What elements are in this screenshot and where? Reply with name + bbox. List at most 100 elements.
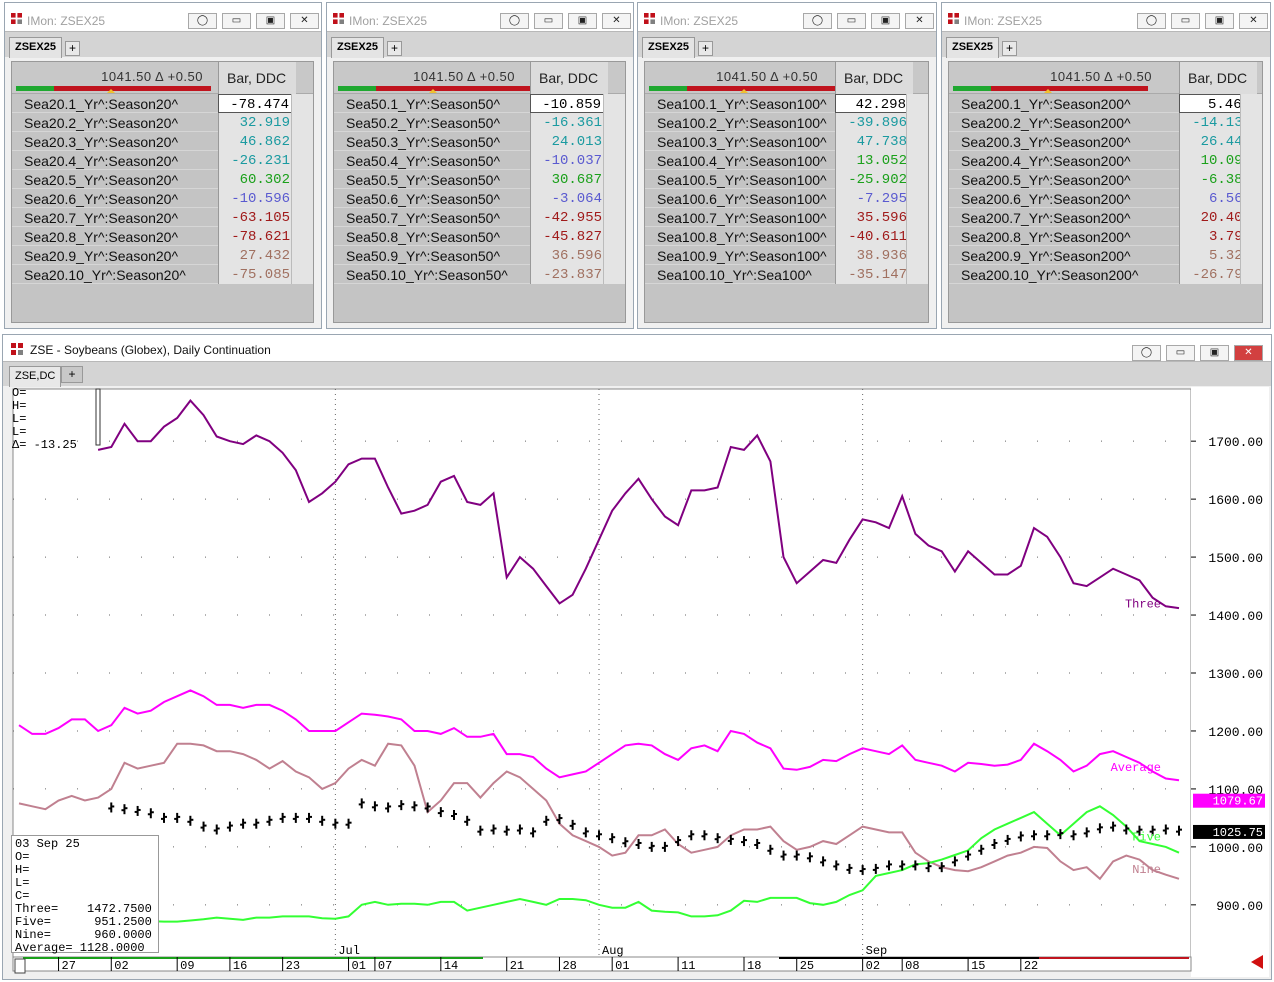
table-row[interactable]: Sea100.8_Yr^:Season100^ -40.611 — [645, 227, 928, 246]
table-row[interactable]: Sea200.7_Yr^:Season200^ 20.403 — [949, 208, 1262, 227]
row-value[interactable]: -78.474 — [218, 94, 296, 113]
table-row[interactable]: Sea100.5_Yr^:Season100^ -25.902 — [645, 170, 928, 189]
maximize-button[interactable]: ▣ — [871, 13, 900, 29]
table-row[interactable]: Sea20.6_Yr^:Season20^ -10.596 — [12, 189, 313, 208]
close-button[interactable]: ✕ — [1234, 345, 1263, 361]
table-row[interactable]: Sea200.2_Yr^:Season200^ -14.136 — [949, 113, 1262, 132]
chart-area[interactable]: 900.00 1000.00 1100.00 1200.00 1300.00 1400.0… — [9, 387, 1269, 977]
table-row[interactable]: Sea50.4_Yr^:Season50^ -10.037 — [334, 151, 625, 170]
row-value[interactable]: 32.919 — [218, 113, 296, 132]
row-value[interactable]: 27.432 — [218, 246, 296, 265]
row-value[interactable]: -16.361 — [530, 113, 608, 132]
row-value[interactable]: 13.052 — [835, 151, 913, 170]
add-tab-button[interactable]: + — [65, 41, 80, 56]
row-value[interactable]: -63.105 — [218, 208, 296, 227]
link-icon[interactable]: ◯ — [803, 13, 832, 29]
table-row[interactable]: Sea20.5_Yr^:Season20^ 60.302 — [12, 170, 313, 189]
column-header[interactable]: Bar, DDC — [835, 62, 913, 94]
table-row[interactable]: Sea200.6_Yr^:Season200^ 6.569 — [949, 189, 1262, 208]
row-value[interactable]: -3.064 — [530, 189, 608, 208]
table-row[interactable]: Sea100.7_Yr^:Season100^ 35.596 — [645, 208, 928, 227]
column-header[interactable]: Bar, DDC — [530, 62, 608, 94]
table-row[interactable]: Sea50.5_Yr^:Season50^ 30.687 — [334, 170, 625, 189]
table-row[interactable]: Sea200.5_Yr^:Season200^ -6.382 — [949, 170, 1262, 189]
row-value[interactable]: -45.827 — [530, 227, 608, 246]
minimize-button[interactable]: ▭ — [1171, 13, 1200, 29]
maximize-button[interactable]: ▣ — [568, 13, 597, 29]
row-value[interactable]: -10.859 — [530, 94, 608, 113]
row-value[interactable]: -26.792 — [1179, 265, 1257, 284]
table-row[interactable]: Sea20.1_Yr^:Season20^ -78.474 — [12, 94, 313, 113]
column-header[interactable]: Bar, DDC — [218, 62, 296, 94]
close-button[interactable]: ✕ — [602, 13, 631, 29]
table-row[interactable]: Sea20.3_Yr^:Season20^ 46.862 — [12, 132, 313, 151]
scroll-left-arrow-icon[interactable] — [1251, 955, 1263, 969]
table-row[interactable]: Sea50.8_Yr^:Season50^ -45.827 — [334, 227, 625, 246]
table-row[interactable]: Sea100.2_Yr^:Season100^ -39.896 — [645, 113, 928, 132]
table-row[interactable]: Sea100.10_Yr^:Sea100^ -35.147 — [645, 265, 928, 284]
row-value[interactable]: -26.231 — [218, 151, 296, 170]
link-icon[interactable]: ◯ — [1132, 345, 1161, 361]
row-value[interactable]: -25.902 — [835, 170, 913, 189]
tab-zsex25[interactable]: ZSEX25 — [9, 37, 62, 58]
row-value[interactable]: -6.382 — [1179, 170, 1257, 189]
table-row[interactable]: Sea200.10_Yr^:Season200^ -26.792 — [949, 265, 1262, 284]
row-value[interactable]: 30.687 — [530, 170, 608, 189]
table-row[interactable]: Sea100.6_Yr^:Season100^ -7.295 — [645, 189, 928, 208]
row-value[interactable]: 35.596 — [835, 208, 913, 227]
table-row[interactable]: Sea200.3_Yr^:Season200^ 26.447 — [949, 132, 1262, 151]
link-icon[interactable]: ◯ — [188, 13, 217, 29]
add-tab-button[interactable]: + — [1002, 41, 1017, 56]
tab-zsex25[interactable]: ZSEX25 — [642, 37, 695, 58]
close-button[interactable]: ✕ — [1239, 13, 1268, 29]
row-value[interactable]: -10.596 — [218, 189, 296, 208]
table-row[interactable]: Sea50.2_Yr^:Season50^ -16.361 — [334, 113, 625, 132]
row-value[interactable]: -40.611 — [835, 227, 913, 246]
table-row[interactable]: Sea200.1_Yr^:Season200^ 5.464 — [949, 94, 1262, 113]
row-value[interactable]: 47.738 — [835, 132, 913, 151]
row-value[interactable]: -75.085 — [218, 265, 296, 284]
table-row[interactable]: Sea20.9_Yr^:Season20^ 27.432 — [12, 246, 313, 265]
table-row[interactable]: Sea50.6_Yr^:Season50^ -3.064 — [334, 189, 625, 208]
column-header[interactable]: Bar, DDC — [1179, 62, 1257, 94]
maximize-button[interactable]: ▣ — [1205, 13, 1234, 29]
row-value[interactable]: 42.298 — [835, 94, 913, 113]
table-row[interactable]: Sea100.3_Yr^:Season100^ 47.738 — [645, 132, 928, 151]
link-icon[interactable]: ◯ — [1137, 13, 1166, 29]
table-row[interactable]: Sea50.9_Yr^:Season50^ 36.596 — [334, 246, 625, 265]
table-row[interactable]: Sea50.3_Yr^:Season50^ 24.013 — [334, 132, 625, 151]
row-value[interactable]: 10.098 — [1179, 151, 1257, 170]
row-value[interactable]: -10.037 — [530, 151, 608, 170]
row-value[interactable]: -39.896 — [835, 113, 913, 132]
table-row[interactable]: Sea100.9_Yr^:Season100^ 38.936 — [645, 246, 928, 265]
add-tab-button[interactable]: + — [698, 41, 713, 56]
add-tab-button[interactable]: + — [61, 366, 83, 383]
table-row[interactable]: Sea50.1_Yr^:Season50^ -10.859 — [334, 94, 625, 113]
row-value[interactable]: 24.013 — [530, 132, 608, 151]
table-row[interactable]: Sea50.7_Yr^:Season50^ -42.955 — [334, 208, 625, 227]
minimize-button[interactable]: ▭ — [837, 13, 866, 29]
table-row[interactable]: Sea100.4_Yr^:Season100^ 13.052 — [645, 151, 928, 170]
table-row[interactable]: Sea20.4_Yr^:Season20^ -26.231 — [12, 151, 313, 170]
row-value[interactable]: 26.447 — [1179, 132, 1257, 151]
row-value[interactable]: 46.862 — [218, 132, 296, 151]
maximize-button[interactable]: ▣ — [256, 13, 285, 29]
row-value[interactable]: 36.596 — [530, 246, 608, 265]
close-button[interactable]: ✕ — [905, 13, 934, 29]
row-value[interactable]: 60.302 — [218, 170, 296, 189]
table-row[interactable]: Sea20.2_Yr^:Season20^ 32.919 — [12, 113, 313, 132]
maximize-button[interactable]: ▣ — [1200, 345, 1229, 361]
table-row[interactable]: Sea50.10_Yr^:Season50^ -23.837 — [334, 265, 625, 284]
row-value[interactable]: -23.837 — [530, 265, 608, 284]
minimize-button[interactable]: ▭ — [222, 13, 251, 29]
tab-zsex25[interactable]: ZSEX25 — [946, 37, 999, 58]
table-row[interactable]: Sea200.4_Yr^:Season200^ 10.098 — [949, 151, 1262, 170]
minimize-button[interactable]: ▭ — [1166, 345, 1195, 361]
row-value[interactable]: 20.403 — [1179, 208, 1257, 227]
row-value[interactable]: 38.936 — [835, 246, 913, 265]
row-value[interactable]: 5.464 — [1179, 94, 1257, 113]
row-value[interactable]: -14.136 — [1179, 113, 1257, 132]
row-value[interactable]: -42.955 — [530, 208, 608, 227]
row-value[interactable]: -78.621 — [218, 227, 296, 246]
table-row[interactable]: Sea20.8_Yr^:Season20^ -78.621 — [12, 227, 313, 246]
